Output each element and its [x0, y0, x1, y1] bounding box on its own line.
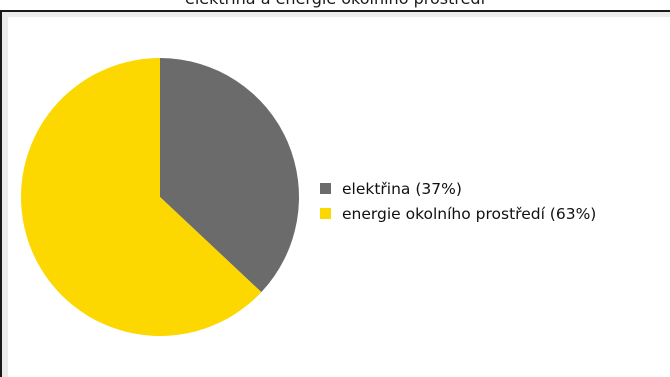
legend-swatch-elektrina	[320, 183, 331, 194]
legend: elektřina (37%) energie okolního prostře…	[320, 176, 596, 226]
legend-label-elektrina: elektřina (37%)	[342, 180, 462, 198]
legend-label-energie-okolniho-prostredi: energie okolního prostředí (63%)	[342, 205, 596, 223]
legend-item-energie-okolniho-prostredi: energie okolního prostředí (63%)	[320, 201, 596, 226]
legend-item-elektrina: elektřina (37%)	[320, 176, 596, 201]
pie-slices	[21, 58, 299, 336]
legend-swatch-energie-okolniho-prostredi	[320, 208, 331, 219]
